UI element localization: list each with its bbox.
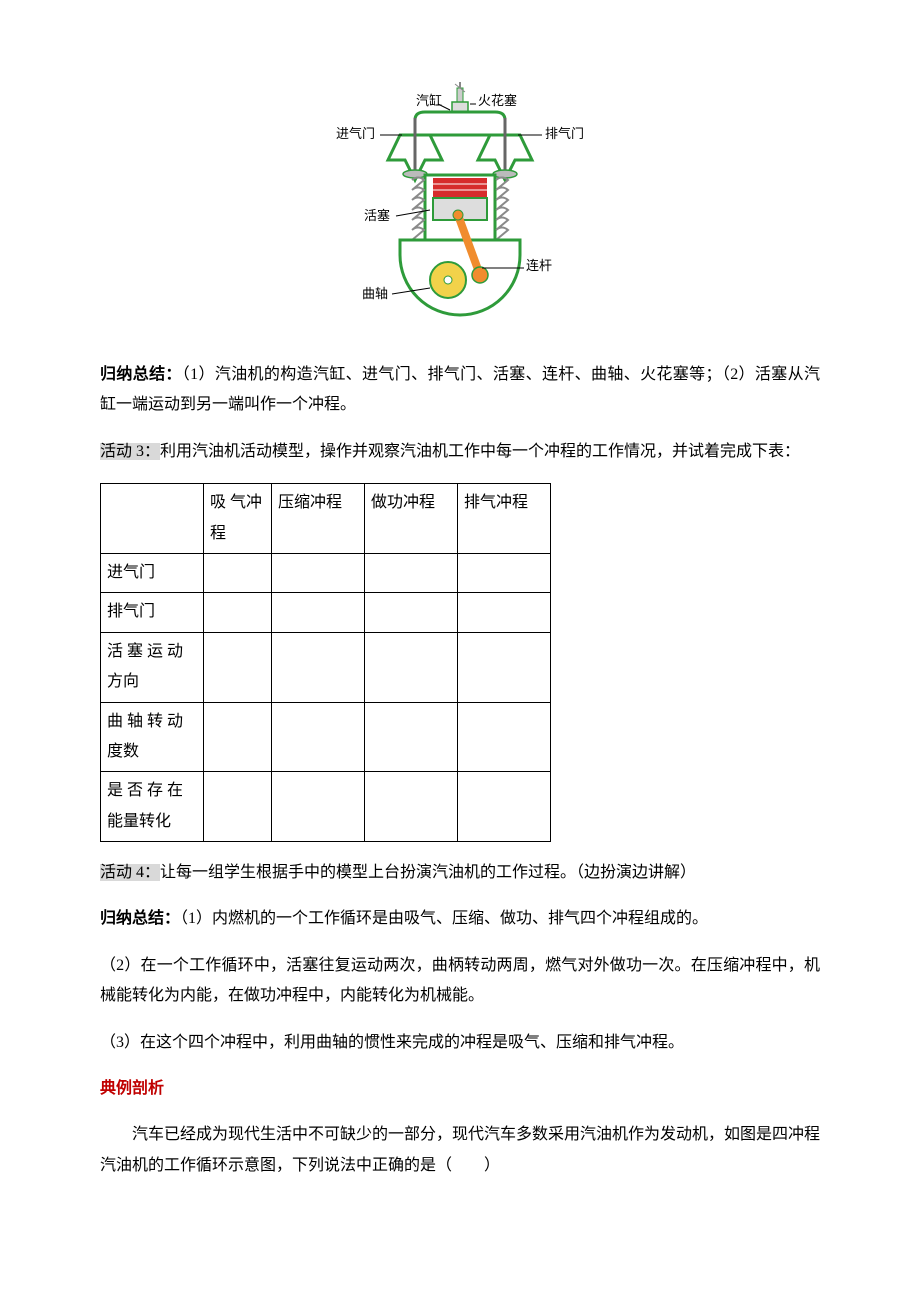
table-cell (272, 702, 365, 772)
table-header-blank (101, 484, 204, 554)
summary-2-line2: （2）在一个工作循环中，活塞往复运动两次，曲柄转动两周，燃气对外做功一次。在压缩… (100, 951, 820, 1012)
table-row: 进气门 (101, 553, 551, 592)
table-row-label: 排气门 (101, 593, 204, 632)
table-cell (365, 593, 458, 632)
table-cell (204, 702, 272, 772)
table-header-power: 做功冲程 (365, 484, 458, 554)
engine-diagram-svg: 汽缸 火花塞进气门 排气门活塞连杆曲轴 (330, 80, 590, 340)
summary-2-label: 归纳总结： (100, 910, 180, 927)
summary-1-text: （1）汽油机的构造汽缸、进气门、排气门、活塞、连杆、曲轴、火花塞等；（2）活塞从… (100, 366, 820, 413)
activity-3-text: 利用汽油机活动模型，操作并观察汽油机工作中每一个冲程的工作情况，并试着完成下表： (160, 443, 800, 460)
stroke-table: 吸 气冲程 压缩冲程 做功冲程 排气冲程 进气门排气门活 塞 运 动方向曲 轴 … (100, 483, 551, 842)
example-text: 汽车已经成为现代生活中不可缺少的一部分，现代汽车多数采用汽油机作为发动机，如图是… (100, 1120, 820, 1181)
example-label-line: 典例剖析 (100, 1074, 820, 1104)
summary-2-text: （1）内燃机的一个工作循环是由吸气、压缩、做功、排气四个冲程组成的。 (180, 910, 708, 927)
table-cell (365, 772, 458, 842)
table-cell (365, 553, 458, 592)
summary-1: 归纳总结：（1）汽油机的构造汽缸、进气门、排气门、活塞、连杆、曲轴、火花塞等；（… (100, 360, 820, 421)
table-header-compress: 压缩冲程 (272, 484, 365, 554)
table-cell (204, 632, 272, 702)
table-cell (458, 553, 551, 592)
activity-3: 活动 3：利用汽油机活动模型，操作并观察汽油机工作中每一个冲程的工作情况，并试着… (100, 437, 820, 467)
table-cell (272, 772, 365, 842)
table-cell (365, 702, 458, 772)
svg-text:曲轴: 曲轴 (362, 286, 388, 301)
table-cell (204, 772, 272, 842)
table-cell (458, 632, 551, 702)
table-header-exhaust: 排气冲程 (458, 484, 551, 554)
table-row-label: 进气门 (101, 553, 204, 592)
svg-text:进气门: 进气门 (336, 126, 375, 141)
table-cell (204, 553, 272, 592)
table-row-label: 活 塞 运 动方向 (101, 632, 204, 702)
table-header-row: 吸 气冲程 压缩冲程 做功冲程 排气冲程 (101, 484, 551, 554)
table-cell (458, 702, 551, 772)
table-row-label: 曲 轴 转 动度数 (101, 702, 204, 772)
table-cell (458, 772, 551, 842)
activity-4-text: 让每一组学生根据手中的模型上台扮演汽油机的工作过程。（边扮演边讲解） (160, 864, 696, 881)
table-row: 曲 轴 转 动度数 (101, 702, 551, 772)
table-row: 排气门 (101, 593, 551, 632)
table-cell (365, 632, 458, 702)
activity-3-label: 活动 3： (100, 443, 160, 460)
table-row: 活 塞 运 动方向 (101, 632, 551, 702)
svg-text:火花塞: 火花塞 (478, 93, 517, 108)
table-row-label: 是 否 存 在能量转化 (101, 772, 204, 842)
summary-1-label: 归纳总结： (100, 366, 182, 383)
svg-text:汽缸: 汽缸 (416, 93, 442, 108)
summary-2-line3: （3）在这个四个冲程中，利用曲轴的惯性来完成的冲程是吸气、压缩和排气冲程。 (100, 1028, 820, 1058)
svg-text:活塞: 活塞 (364, 208, 390, 223)
activity-4-label: 活动 4： (100, 864, 160, 881)
example-label: 典例剖析 (100, 1080, 164, 1097)
table-cell (272, 632, 365, 702)
table-cell (458, 593, 551, 632)
table-cell (272, 553, 365, 592)
summary-2-line1: 归纳总结：（1）内燃机的一个工作循环是由吸气、压缩、做功、排气四个冲程组成的。 (100, 904, 820, 934)
table-header-intake: 吸 气冲程 (204, 484, 272, 554)
table-cell (272, 593, 365, 632)
engine-diagram: 汽缸 火花塞进气门 排气门活塞连杆曲轴 (100, 80, 820, 340)
svg-text:连杆: 连杆 (526, 258, 552, 273)
table-row: 是 否 存 在能量转化 (101, 772, 551, 842)
activity-4: 活动 4：让每一组学生根据手中的模型上台扮演汽油机的工作过程。（边扮演边讲解） (100, 858, 820, 888)
table-cell (204, 593, 272, 632)
svg-text:排气门: 排气门 (545, 126, 584, 141)
